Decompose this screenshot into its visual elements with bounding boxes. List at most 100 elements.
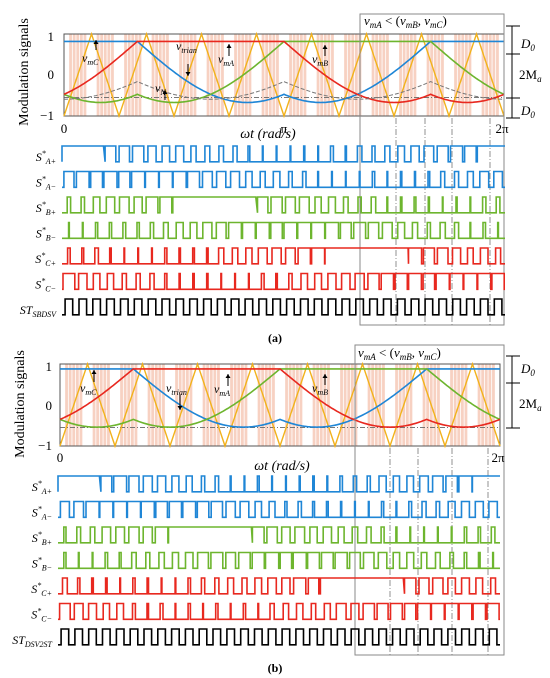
pwm-shade-band xyxy=(430,34,434,116)
pwm-shade-band xyxy=(288,364,292,446)
panel-a-ytick-0: 0 xyxy=(48,67,55,82)
panel-b-label-vmB: vmB xyxy=(312,381,328,397)
panel-a-xtick-2pi: 2π xyxy=(495,121,509,136)
pwm-shade-band xyxy=(206,364,210,446)
pwm-shade-band xyxy=(268,364,272,446)
panel-b-switching-waveforms xyxy=(57,475,500,646)
switching-waveform-3 xyxy=(62,221,505,240)
panel-a-modulation-plot xyxy=(63,13,520,326)
pwm-shade-band xyxy=(340,364,343,446)
pwm-shade-band xyxy=(130,364,134,446)
signal-label-3: S*B− xyxy=(36,225,56,242)
panel-a-ytick-neg1: −1 xyxy=(40,108,54,123)
pwm-shade-band xyxy=(272,34,276,116)
arrowhead xyxy=(225,374,231,378)
switching-waveform-6 xyxy=(62,298,505,316)
pwm-shade-band xyxy=(237,34,241,116)
pwm-shade-band xyxy=(492,364,495,446)
pwm-shade-band xyxy=(233,364,237,446)
pwm-shade-band xyxy=(151,34,155,116)
pwm-shade-band xyxy=(402,34,406,116)
pwm-shade-band xyxy=(398,364,402,446)
pwm-shade-band xyxy=(454,34,457,116)
pwm-shade-band xyxy=(303,34,307,116)
panel-a-label-vmB: vmB xyxy=(312,52,328,68)
pwm-shade-band xyxy=(481,364,485,446)
switching-waveform-4 xyxy=(62,247,505,265)
pwm-shade-band xyxy=(382,34,386,116)
vmC-line xyxy=(59,368,501,429)
signal-label-0: S*A+ xyxy=(36,149,56,166)
pwm-shade-band xyxy=(488,364,492,446)
arrowhead xyxy=(322,374,328,378)
panel-a-label-vtrian: vtrian xyxy=(176,39,197,55)
pwm-shade-band xyxy=(331,34,334,116)
panel-b-label-vtrian: vtrian xyxy=(166,381,187,397)
pwm-shade-band xyxy=(134,34,138,116)
pwm-shade-band xyxy=(96,364,100,446)
panel-a-ylabel: Modulation signals xyxy=(17,18,32,126)
pwm-shade-band xyxy=(123,364,127,446)
pwm-shade-band xyxy=(147,364,151,446)
pwm-shade-band xyxy=(496,34,499,116)
panel-a-label-vmA: vmA xyxy=(218,52,234,68)
pwm-shade-band xyxy=(75,364,79,446)
pwm-shade-band xyxy=(386,34,389,116)
pwm-shade-band xyxy=(162,364,165,446)
triangle-carrier-line xyxy=(59,361,501,449)
panel-b-label-vmC: vmC xyxy=(80,381,97,397)
signal-label-0: S*A+ xyxy=(32,479,52,496)
switching-waveform-1 xyxy=(58,500,500,519)
pwm-shade-band xyxy=(162,34,166,116)
panel-b-xlabel: ωt (rad/s) xyxy=(254,459,310,474)
pwm-shade-band xyxy=(464,34,468,116)
pwm-shade-band xyxy=(248,34,252,116)
triangle-carrier-line xyxy=(63,31,505,119)
panel-b-box-label: vmA < (vmB, vmC) xyxy=(358,345,441,362)
pwm-shade-band xyxy=(182,34,186,116)
pwm-shade-band xyxy=(312,364,316,446)
pwm-shade-band xyxy=(265,34,269,116)
panel-a-label-vN: vN xyxy=(155,81,166,97)
panel-b-ylabel: Modulation signals xyxy=(13,350,28,458)
switching-waveform-3 xyxy=(58,551,500,570)
pwm-shade-band xyxy=(327,34,331,116)
pwm-shade-band xyxy=(289,34,292,116)
pwm-shade-band xyxy=(382,364,385,446)
pwm-shade-band xyxy=(206,34,210,116)
panel-a-ytick-1: 1 xyxy=(48,29,55,44)
pwm-shade-band xyxy=(179,34,182,116)
pwm-shade-band xyxy=(371,34,375,116)
pwm-shade-band xyxy=(69,34,72,116)
pwm-shade-band xyxy=(453,364,457,446)
pwm-shade-band xyxy=(79,34,83,116)
signal-label-3: S*B− xyxy=(32,555,52,572)
panel-b-modulation-plot xyxy=(59,344,520,656)
signal-label-5: S*C− xyxy=(31,606,52,623)
pwm-shade-band xyxy=(261,364,265,446)
panel-b-label-vmA: vmA xyxy=(214,382,230,398)
pwm-shade-band xyxy=(485,34,489,116)
pwm-shade-band xyxy=(96,34,100,116)
arrowhead xyxy=(91,370,97,374)
pwm-shade-band xyxy=(437,364,440,446)
pwm-shade-band xyxy=(316,34,320,116)
panel-b: Modulation signals 1 0 −1 0 2π ωt (rad/s… xyxy=(12,344,542,675)
pwm-shade-band xyxy=(217,364,220,446)
signal-label-6: STSBDSV xyxy=(20,303,57,319)
switching-waveform-1 xyxy=(62,170,505,189)
pwm-shade-band xyxy=(72,34,76,116)
pwm-shade-band xyxy=(323,364,327,446)
panel-b-dim-D0: D0 xyxy=(520,361,535,378)
pwm-shade-band xyxy=(166,34,169,116)
pwm-shade-band xyxy=(405,364,409,446)
panel-b-ytick-0: 0 xyxy=(46,398,53,413)
pwm-shade-band xyxy=(210,34,214,116)
pwm-shade-band xyxy=(79,364,83,446)
pwm-shade-band xyxy=(343,364,347,446)
pwm-shade-band xyxy=(111,34,114,116)
pwm-shade-band xyxy=(481,34,485,116)
pwm-shade-band xyxy=(138,34,142,116)
highlight-box xyxy=(354,344,505,656)
panel-b-caption: (b) xyxy=(268,661,283,675)
